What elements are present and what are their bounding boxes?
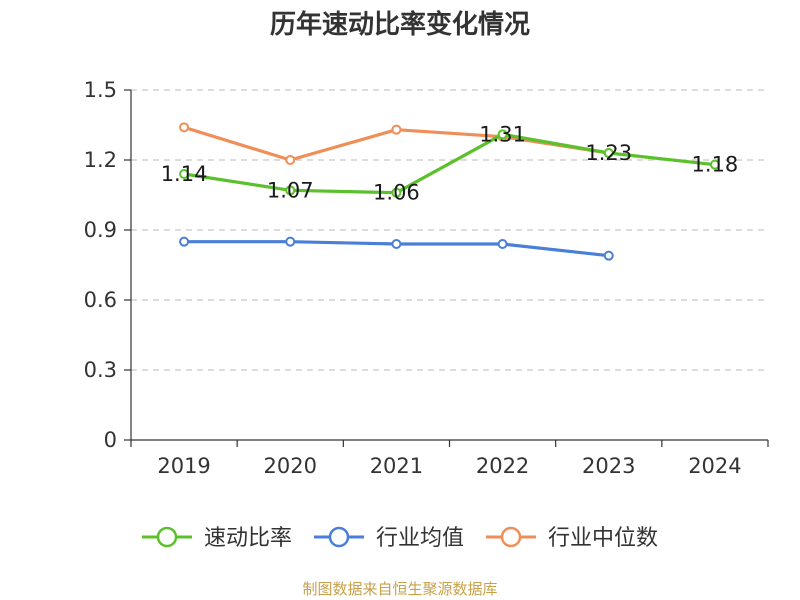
data-point: [391, 187, 402, 198]
legend-label: 行业中位数: [548, 526, 658, 551]
legend-marker-icon: [500, 526, 522, 548]
y-tick-label: 1.2: [84, 148, 117, 172]
data-point: [603, 148, 614, 158]
y-tick-label: 0: [104, 428, 117, 452]
data-point: [179, 122, 190, 133]
legend-label: 速动比率: [204, 526, 292, 551]
legend-marker-icon: [156, 526, 178, 548]
series-line: [182, 132, 717, 195]
data-point: [709, 159, 720, 170]
x-tick-label: 2022: [476, 454, 529, 478]
x-tick-label: 2023: [582, 454, 635, 478]
data-point: [285, 155, 296, 165]
data-point: [497, 239, 508, 249]
data-label: 1.31: [479, 122, 526, 146]
x-tick-label: 2024: [688, 454, 741, 478]
data-point: [391, 239, 402, 249]
data-labels: 1.14 1.07 1.06 1.31 1.23 1.18: [161, 122, 739, 204]
legend-item[interactable]: 速动比率: [142, 526, 292, 551]
data-point: [285, 236, 296, 247]
data-point: [603, 250, 614, 261]
x-tick-label: 2020: [264, 454, 317, 478]
legend-marker-icon: [328, 526, 350, 548]
data-label: 1.14: [161, 162, 208, 186]
data-label: 1.07: [267, 178, 314, 202]
data-point: [391, 124, 402, 135]
y-tick-label: 0.3: [84, 358, 117, 382]
data-point: [179, 236, 190, 247]
y-tick-label: 1.5: [84, 78, 117, 102]
data-point: [179, 169, 190, 179]
data-label: 1.18: [692, 153, 739, 177]
data-point: [285, 185, 296, 196]
series-layer: [179, 122, 720, 261]
x-tick-label: 2021: [370, 454, 423, 478]
x-tick-label: 2019: [157, 454, 210, 478]
legend-item[interactable]: 行业中位数: [486, 526, 658, 551]
y-tick-label: 0.9: [84, 218, 117, 242]
chart-title: 历年速动比率变化情况: [270, 9, 530, 40]
data-label: 1.06: [373, 181, 420, 205]
y-tick-label: 0.6: [84, 288, 117, 312]
data-label: 1.23: [585, 141, 632, 165]
legend: 速动比率 行业均值 行业中位数: [142, 526, 658, 551]
legend-label: 行业均值: [376, 526, 464, 551]
legend-item[interactable]: 行业均值: [314, 526, 464, 551]
data-point: [497, 129, 508, 140]
axes: 0 0.3 0.6 0.9 1.2 1.5 2019 2020 2021 2022 2023 2024: [84, 78, 769, 478]
source-note: 制图数据来自恒生聚源数据库: [302, 580, 497, 598]
